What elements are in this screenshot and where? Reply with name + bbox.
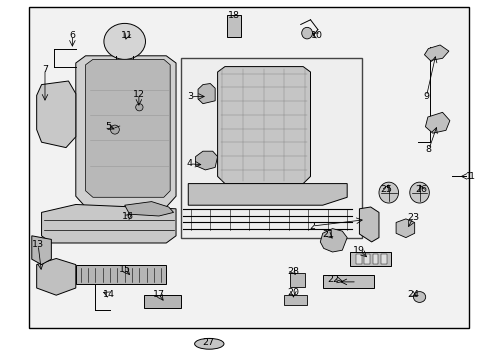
Text: 22: 22 <box>327 274 339 284</box>
Bar <box>380 254 386 264</box>
Polygon shape <box>188 184 346 205</box>
Text: 2: 2 <box>308 222 314 231</box>
Text: 7: 7 <box>42 65 48 74</box>
Text: 19: 19 <box>353 246 365 255</box>
Text: 24: 24 <box>407 290 418 299</box>
Text: 10: 10 <box>310 31 322 40</box>
Ellipse shape <box>413 292 425 302</box>
Text: 13: 13 <box>32 240 44 249</box>
Bar <box>355 254 361 264</box>
Bar <box>349 252 390 266</box>
Polygon shape <box>32 236 51 265</box>
Polygon shape <box>425 112 449 133</box>
Bar <box>29 7 468 328</box>
Polygon shape <box>195 151 217 170</box>
Text: 11: 11 <box>121 31 133 40</box>
Ellipse shape <box>136 104 142 111</box>
Bar <box>227 15 241 37</box>
Polygon shape <box>217 67 310 184</box>
Polygon shape <box>359 207 378 242</box>
Text: 9: 9 <box>423 92 428 101</box>
Text: 1: 1 <box>465 172 470 181</box>
Text: 3: 3 <box>187 92 193 101</box>
Ellipse shape <box>194 338 224 349</box>
Text: 14: 14 <box>102 290 114 299</box>
Polygon shape <box>85 59 170 197</box>
Polygon shape <box>37 81 76 148</box>
Text: 27: 27 <box>202 338 213 347</box>
Text: 12: 12 <box>133 90 144 99</box>
Text: 4: 4 <box>186 159 192 168</box>
Ellipse shape <box>104 23 145 59</box>
Ellipse shape <box>110 125 119 134</box>
Bar <box>364 254 369 264</box>
Polygon shape <box>424 45 448 60</box>
Polygon shape <box>37 258 76 295</box>
Bar <box>181 58 361 238</box>
Text: 20: 20 <box>287 288 299 297</box>
Text: 21: 21 <box>322 230 334 239</box>
Bar <box>76 265 166 284</box>
Polygon shape <box>320 229 346 252</box>
Bar <box>289 273 304 287</box>
Text: 26: 26 <box>415 184 427 194</box>
Text: 25: 25 <box>380 184 391 194</box>
Polygon shape <box>76 56 176 207</box>
Polygon shape <box>124 202 173 216</box>
Ellipse shape <box>409 182 428 203</box>
Polygon shape <box>395 219 414 238</box>
Text: 16: 16 <box>122 212 134 221</box>
Text: 15: 15 <box>119 265 130 274</box>
Text: 28: 28 <box>287 267 299 276</box>
Bar <box>283 295 306 305</box>
Ellipse shape <box>378 182 398 203</box>
Polygon shape <box>41 204 176 243</box>
Text: 8: 8 <box>425 145 431 154</box>
Text: 5: 5 <box>105 122 111 131</box>
Bar <box>372 254 378 264</box>
Text: 17: 17 <box>153 290 164 299</box>
Ellipse shape <box>301 27 312 39</box>
Bar <box>144 295 181 308</box>
Text: 18: 18 <box>227 10 239 19</box>
Text: 6: 6 <box>69 31 75 40</box>
Text: 1: 1 <box>468 172 473 181</box>
Text: 23: 23 <box>407 213 418 222</box>
Polygon shape <box>198 84 215 104</box>
Bar <box>322 275 373 288</box>
